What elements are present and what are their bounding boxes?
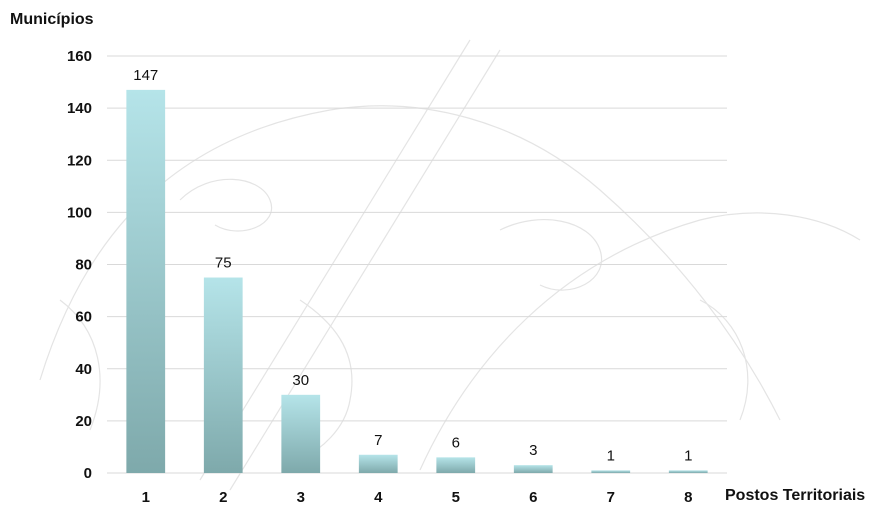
data-label-4: 7 bbox=[374, 432, 382, 449]
x-tick-label: 2 bbox=[219, 489, 227, 506]
y-tick-label: 40 bbox=[75, 361, 92, 378]
bars bbox=[126, 89, 708, 473]
y-axis-ticks: 0 20 40 60 80 100 120 140 160 bbox=[67, 48, 92, 482]
x-tick-label: 4 bbox=[374, 489, 383, 506]
bar-6 bbox=[513, 465, 553, 473]
bar-3 bbox=[281, 394, 321, 473]
y-tick-label: 60 bbox=[75, 309, 92, 326]
data-label-8: 1 bbox=[684, 447, 692, 464]
x-tick-label: 1 bbox=[142, 489, 150, 506]
data-label-7: 1 bbox=[607, 447, 615, 464]
y-tick-label: 100 bbox=[67, 204, 92, 221]
y-tick-label: 120 bbox=[67, 152, 92, 169]
x-tick-label: 5 bbox=[452, 489, 460, 506]
x-tick-label: 8 bbox=[684, 489, 692, 506]
y-tick-label: 20 bbox=[75, 413, 92, 430]
x-tick-label: 7 bbox=[607, 489, 615, 506]
y-tick-label: 160 bbox=[67, 48, 92, 65]
y-axis-title: Municípios bbox=[10, 11, 94, 28]
bar-2 bbox=[203, 277, 243, 473]
y-tick-label: 0 bbox=[84, 465, 92, 482]
data-label-1: 147 bbox=[133, 67, 158, 84]
data-label-6: 3 bbox=[529, 442, 537, 459]
bar-7 bbox=[591, 470, 631, 473]
bar-8 bbox=[668, 470, 708, 473]
x-tick-label: 3 bbox=[297, 489, 305, 506]
y-tick-label: 80 bbox=[75, 257, 92, 274]
data-labels: 147 75 30 7 6 3 1 1 bbox=[133, 67, 692, 465]
bar-5 bbox=[436, 457, 476, 473]
background-watermark bbox=[39, 39, 861, 491]
data-label-5: 6 bbox=[452, 434, 460, 451]
bar-4 bbox=[358, 454, 398, 473]
x-axis-ticks: 1 2 3 4 5 6 7 8 bbox=[142, 489, 693, 506]
y-tick-label: 140 bbox=[67, 100, 92, 117]
data-label-3: 30 bbox=[292, 372, 309, 389]
bar-1 bbox=[126, 89, 166, 473]
x-axis-title: Postos Territoriais bbox=[725, 487, 865, 504]
data-label-2: 75 bbox=[215, 255, 232, 272]
gridlines bbox=[107, 55, 727, 474]
x-tick-label: 6 bbox=[529, 489, 537, 506]
